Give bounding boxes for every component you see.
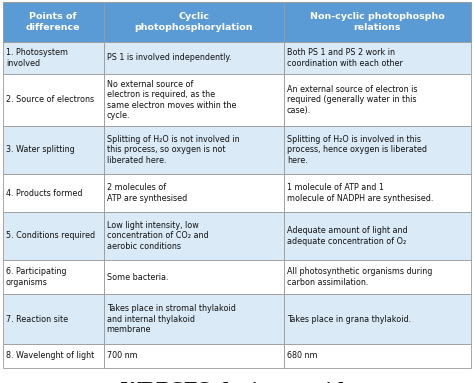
Text: Adequate amount of light and
adequate concentration of O₂: Adequate amount of light and adequate co… [287,226,408,246]
Bar [3,344,104,368]
Text: 4. Products formed: 4. Products formed [6,188,82,198]
Text: 3. Water splitting: 3. Water splitting [6,146,75,154]
Text: 1. Photosystem
involved: 1. Photosystem involved [6,48,68,68]
Bar [104,2,284,42]
Text: Takes place in stromal thylakoid
and internal thylakoid
membrane: Takes place in stromal thylakoid and int… [107,304,236,334]
Bar [3,42,104,74]
Text: 8. Wavelenght of light: 8. Wavelenght of light [6,352,94,360]
Bar [284,174,471,212]
Text: An external source of electron is
required (generally water in this
case).: An external source of electron is requir… [287,85,417,115]
Bar [104,42,284,74]
Text: Non-cyclic photophospho
relations: Non-cyclic photophospho relations [310,12,445,32]
Bar [3,212,104,260]
Bar [104,260,284,294]
Text: 2 molecules of
ATP are synthesised: 2 molecules of ATP are synthesised [107,183,187,203]
Text: All photosynthetic organisms during
carbon assimilation.: All photosynthetic organisms during carb… [287,267,432,287]
Text: 700 nm: 700 nm [107,352,137,360]
Bar [284,212,471,260]
Bar [284,260,471,294]
Text: Cyclic
photophosphorylation: Cyclic photophosphorylation [135,12,253,32]
Bar [3,260,104,294]
Bar [3,74,104,126]
Bar [104,212,284,260]
Text: 6. Participating
organisms: 6. Participating organisms [6,267,66,287]
Bar [284,2,471,42]
Text: Some bacteria.: Some bacteria. [107,272,168,282]
Text: WBBSESolutions.guide: WBBSESolutions.guide [119,381,355,383]
Text: 7. Reaction site: 7. Reaction site [6,314,68,324]
Text: 1 molecule of ATP and 1
molecule of NADPH are synthesised.: 1 molecule of ATP and 1 molecule of NADP… [287,183,433,203]
Bar [104,174,284,212]
Text: PS 1 is involved independently.: PS 1 is involved independently. [107,54,231,62]
Bar [104,74,284,126]
Text: Low light intensity, low
concentration of CO₂ and
aerobic conditions: Low light intensity, low concentration o… [107,221,208,251]
Bar [284,126,471,174]
Bar [284,344,471,368]
Text: Takes place in grana thylakoid.: Takes place in grana thylakoid. [287,314,411,324]
Bar [3,174,104,212]
Bar [104,344,284,368]
Text: 680 nm: 680 nm [287,352,317,360]
Text: 2. Source of electrons: 2. Source of electrons [6,95,94,105]
Bar [3,2,104,42]
Bar [104,126,284,174]
Text: No external source of
electron is required, as the
same electron moves within th: No external source of electron is requir… [107,80,236,120]
Bar [3,126,104,174]
Bar [284,42,471,74]
Bar [284,294,471,344]
Text: Splitting of H₂O is not involved in
this process, so oxygen is not
liberated her: Splitting of H₂O is not involved in this… [107,135,239,165]
Text: Both PS 1 and PS 2 work in
coordination with each other: Both PS 1 and PS 2 work in coordination … [287,48,403,68]
Text: Splitting of H₂O is involved in this
process, hence oxygen is liberated
here.: Splitting of H₂O is involved in this pro… [287,135,427,165]
Text: 5. Conditions required: 5. Conditions required [6,231,95,241]
Bar [3,294,104,344]
Bar [284,74,471,126]
Bar [104,294,284,344]
Text: Points of
difference: Points of difference [26,12,81,32]
